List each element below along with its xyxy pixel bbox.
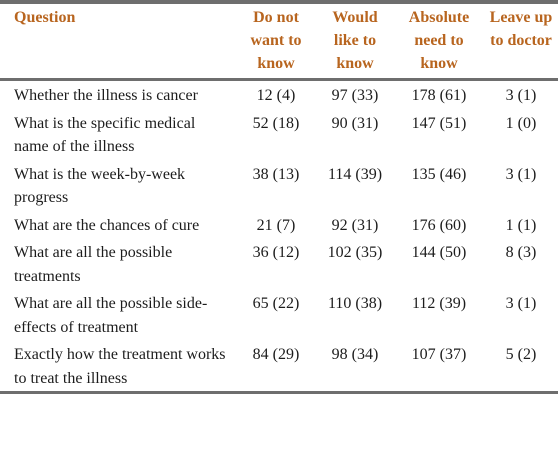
cell-do-not-want: 36 (12) <box>252 244 300 261</box>
cell-do-not-want: 52 (18) <box>252 114 300 132</box>
survey-table: Question Do not want to know Would like … <box>0 2 558 393</box>
row-question: What are all the possible treatments <box>14 244 173 285</box>
cell-would-like: 110 (38) <box>327 295 383 312</box>
cell-absolute-need: 112 (39) <box>411 295 467 312</box>
cell-leave-up: 3 (1) <box>505 295 537 312</box>
cell-absolute-need: 135 (46) <box>411 165 467 183</box>
cell-do-not-want: 65 (22) <box>252 295 300 312</box>
header-do-not-want-to-know: Do not want to know <box>250 9 302 72</box>
table-body: Whether the illness is cancer 12 (4) 97 … <box>0 80 558 393</box>
cell-would-like: 90 (31) <box>331 114 379 132</box>
cell-absolute-need: 107 (37) <box>411 346 467 363</box>
cell-absolute-need: 144 (50) <box>411 244 467 261</box>
cell-do-not-want: 84 (29) <box>252 346 300 363</box>
table-header: Question Do not want to know Would like … <box>0 2 558 80</box>
cell-would-like: 97 (33) <box>331 87 379 104</box>
row-question: Exactly how the treatment works to treat… <box>14 346 226 387</box>
header-row: Question Do not want to know Would like … <box>0 2 558 80</box>
row-question: What are the chances of cure <box>14 216 200 234</box>
cell-absolute-need: 176 (60) <box>411 216 467 234</box>
table-row: What are the chances of cure 21 (7) 92 (… <box>0 211 558 239</box>
cell-leave-up: 1 (0) <box>505 114 537 132</box>
table-row: What is the specific medical name of the… <box>0 109 558 160</box>
table-row: What are all the possible treatments 36 … <box>0 238 558 289</box>
table-row: Exactly how the treatment works to treat… <box>0 340 558 393</box>
row-question: What is the specific medical name of the… <box>14 114 196 156</box>
cell-leave-up: 1 (1) <box>505 216 537 234</box>
cell-absolute-need: 178 (61) <box>411 87 467 104</box>
table-row: Whether the illness is cancer 12 (4) 97 … <box>0 80 558 109</box>
header-leave-up-to-doctor: Leave up to doctor <box>489 9 553 49</box>
cell-do-not-want: 12 (4) <box>256 87 296 104</box>
cell-do-not-want: 21 (7) <box>256 216 296 234</box>
cell-would-like: 98 (34) <box>331 346 379 363</box>
row-question: What is the week-by-week progress <box>14 165 186 207</box>
cell-do-not-want: 38 (13) <box>252 165 300 183</box>
cell-absolute-need: 147 (51) <box>411 114 467 132</box>
cell-leave-up: 8 (3) <box>505 244 537 261</box>
table-row: What are all the possible side-effects o… <box>0 289 558 340</box>
cell-leave-up: 5 (2) <box>505 346 537 363</box>
cell-would-like: 102 (35) <box>327 244 383 261</box>
row-question: What are all the possible side-effects o… <box>14 295 208 336</box>
header-absolute-need-to-know: Absolute need to know <box>408 9 470 72</box>
cell-leave-up: 3 (1) <box>505 87 537 104</box>
header-question: Question <box>14 9 76 26</box>
cell-would-like: 92 (31) <box>331 216 379 234</box>
table-row: What is the week-by-week progress 38 (13… <box>0 160 558 211</box>
header-would-like-to-know: Would like to know <box>332 9 378 72</box>
cell-leave-up: 3 (1) <box>505 165 537 183</box>
row-question: Whether the illness is cancer <box>14 87 198 104</box>
cell-would-like: 114 (39) <box>327 165 383 183</box>
